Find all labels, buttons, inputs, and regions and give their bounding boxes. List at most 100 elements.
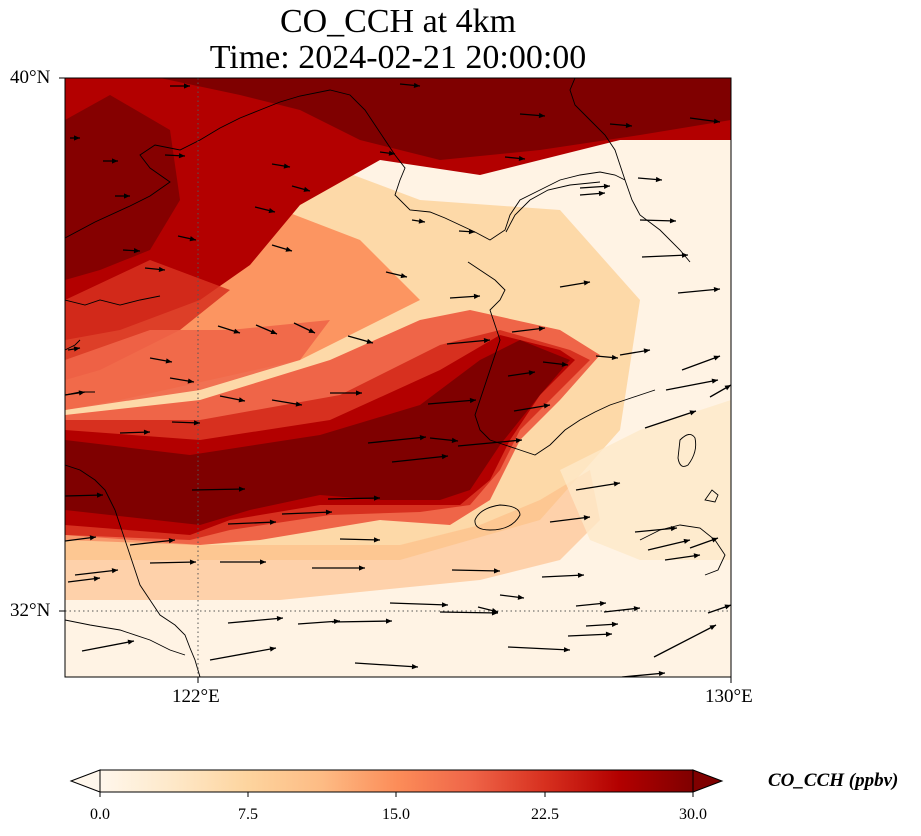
- wind-arrow: [67, 576, 101, 583]
- wind-arrow: [391, 454, 449, 463]
- wind-arrow: [665, 378, 719, 391]
- wind-arrow: [312, 565, 365, 571]
- wind-arrow: [255, 324, 278, 335]
- wind-arrow: [385, 271, 408, 279]
- wind-arrow: [220, 559, 266, 565]
- wind-arrow: [291, 185, 311, 192]
- lon-label-122e: 122°E: [172, 686, 220, 707]
- wind-arrow: [170, 83, 190, 89]
- wind-arrow: [149, 559, 197, 565]
- wind-arrow: [567, 631, 613, 637]
- wind-vectors: [65, 82, 731, 677]
- lat-label-32n: 32°N: [10, 600, 51, 621]
- wind-arrow: [81, 639, 135, 652]
- wind-arrow: [457, 437, 523, 447]
- gridlines: [65, 78, 731, 677]
- wind-arrow: [429, 437, 459, 443]
- wind-arrow: [271, 163, 291, 169]
- wind-arrow: [271, 399, 303, 407]
- wind-arrow: [411, 218, 426, 224]
- wind-arrow: [499, 594, 525, 600]
- wind-arrow: [129, 538, 176, 546]
- colorbar-extend-min: [69, 769, 101, 793]
- coastlines: [65, 78, 726, 677]
- wind-arrow: [579, 190, 606, 197]
- wind-arrow: [549, 515, 591, 523]
- colorbar-tick-22-5: 22.5: [531, 806, 559, 823]
- wind-arrow: [119, 429, 151, 435]
- wind-arrow: [347, 335, 374, 344]
- wind-arrow: [367, 435, 427, 444]
- wind-arrow: [65, 390, 86, 396]
- wind-arrow: [664, 553, 701, 561]
- wind-arrow: [74, 568, 119, 576]
- wind-arrow: [603, 606, 641, 613]
- colorbar-label: CO_CCH (ppbv): [768, 770, 899, 791]
- axis-ticks: [59, 77, 732, 683]
- wind-arrow: [689, 117, 721, 124]
- wind-arrow: [169, 377, 195, 384]
- wind-arrow: [177, 235, 197, 242]
- wind-arrow: [519, 112, 546, 119]
- wind-arrow: [575, 481, 621, 491]
- colorbar-extend-max: [692, 769, 724, 793]
- colorbar-tick-7-5: 7.5: [238, 806, 258, 823]
- wind-arrow: [707, 604, 731, 614]
- wind-arrow: [144, 266, 166, 272]
- wind-arrow: [65, 535, 97, 542]
- wind-arrow: [271, 244, 293, 252]
- wind-arrow: [217, 325, 241, 334]
- wind-arrow: [227, 615, 284, 624]
- wind-arrow: [149, 357, 173, 364]
- wind-arrow: [379, 150, 396, 156]
- wind-arrow: [595, 354, 619, 361]
- lon-label-130e: 130°E: [705, 686, 753, 707]
- wind-arrow: [115, 193, 130, 199]
- wind-arrow: [653, 624, 717, 658]
- wind-arrow: [689, 537, 719, 549]
- wind-arrow: [451, 568, 501, 574]
- colorbar: [69, 769, 724, 797]
- wind-arrow: [575, 601, 607, 607]
- wind-arrow: [579, 183, 611, 189]
- wind-arrow: [293, 322, 316, 334]
- wind-arrow: [209, 646, 277, 661]
- wind-arrow: [354, 662, 419, 670]
- wind-arrow: [709, 384, 731, 398]
- wind-arrow: [644, 410, 697, 429]
- wind-arrow: [339, 537, 381, 543]
- wind-arrow: [103, 158, 118, 164]
- lat-label-40n: 40°N: [10, 67, 51, 88]
- wind-arrow: [639, 218, 677, 224]
- wind-arrow: [609, 122, 633, 129]
- wind-arrow: [458, 229, 476, 235]
- wind-arrow: [327, 495, 381, 501]
- wind-arrow: [634, 525, 678, 533]
- wind-arrow: [507, 646, 571, 653]
- colorbar-tick-0: 0.0: [90, 806, 110, 823]
- wind-arrow: [65, 492, 104, 498]
- wind-arrow: [641, 252, 689, 258]
- wind-arrow: [637, 176, 663, 183]
- colorbar-tick-30: 30.0: [679, 806, 707, 823]
- wind-arrow: [191, 486, 246, 492]
- wind-arrow: [254, 206, 276, 214]
- wind-arrow: [427, 397, 477, 405]
- map-title-variable: CO_CCH at 4km: [279, 3, 517, 40]
- map-title-time: Time: 2024-02-21 20:00:00: [209, 39, 587, 76]
- map-frame: [64, 77, 732, 678]
- wind-arrow: [449, 293, 481, 299]
- wind-arrow: [507, 370, 536, 377]
- wind-arrow: [619, 348, 651, 356]
- wind-arrow: [511, 326, 546, 333]
- wind-arrow: [171, 420, 201, 426]
- colorbar-tick-15: 15.0: [382, 806, 410, 823]
- wind-arrow: [227, 519, 277, 525]
- wind-arrow: [389, 602, 449, 608]
- wind-arrow: [504, 155, 526, 161]
- wind-arrow: [122, 248, 141, 254]
- wind-arrow: [439, 610, 499, 616]
- wind-arrow: [331, 618, 393, 624]
- wind-arrow: [681, 355, 721, 371]
